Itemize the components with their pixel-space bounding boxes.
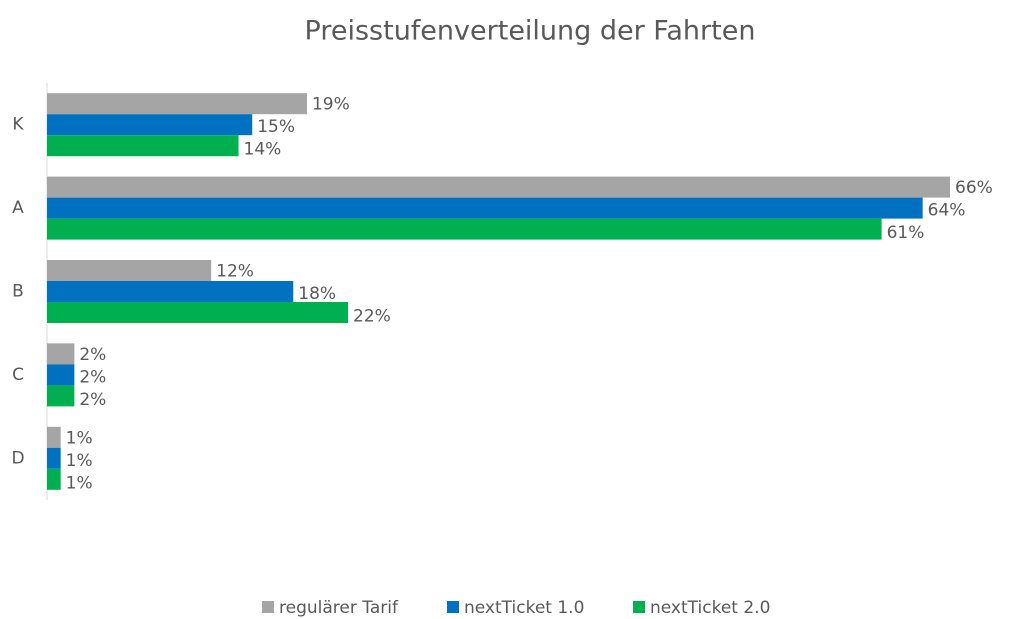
legend-label: nextTicket 2.0 — [650, 598, 770, 618]
data-label: 19% — [312, 95, 350, 115]
y-tick-label: K — [12, 115, 24, 135]
data-label: 2% — [79, 345, 106, 365]
bar — [47, 197, 923, 219]
y-tick-label: D — [11, 448, 24, 468]
data-label: 15% — [257, 117, 295, 137]
bar — [47, 176, 950, 198]
legend-swatch — [447, 601, 459, 613]
data-label: 2% — [79, 390, 106, 410]
legend-label: nextTicket 1.0 — [464, 598, 584, 618]
bar — [47, 447, 61, 469]
bar — [47, 281, 294, 302]
data-label: 22% — [353, 307, 391, 327]
bar — [47, 114, 253, 136]
bar — [47, 260, 212, 281]
bar — [47, 364, 75, 386]
data-label: 1% — [66, 473, 93, 493]
y-tick-label: C — [12, 365, 24, 385]
bar — [47, 426, 61, 448]
legend-swatch — [262, 601, 274, 613]
y-tick-label: A — [12, 198, 24, 218]
bar — [47, 218, 882, 240]
legend-swatch — [633, 601, 645, 613]
bar — [47, 93, 307, 115]
y-tick-label: B — [12, 282, 24, 302]
data-label: 66% — [955, 178, 993, 198]
data-label: 12% — [216, 262, 254, 282]
data-label: 64% — [928, 201, 966, 221]
legend-label: regulärer Tarif — [279, 598, 399, 618]
data-label: 1% — [66, 428, 93, 448]
bar — [47, 468, 61, 490]
bar — [47, 302, 348, 323]
chart-title: Preisstufenverteilung der Fahrten — [305, 16, 756, 47]
data-label: 2% — [79, 367, 106, 387]
data-label: 1% — [66, 451, 93, 471]
data-label: 18% — [298, 284, 336, 304]
bar — [47, 343, 75, 365]
data-label: 61% — [887, 223, 925, 243]
bar — [47, 385, 75, 407]
bar — [47, 135, 239, 157]
data-label: 14% — [244, 140, 282, 160]
